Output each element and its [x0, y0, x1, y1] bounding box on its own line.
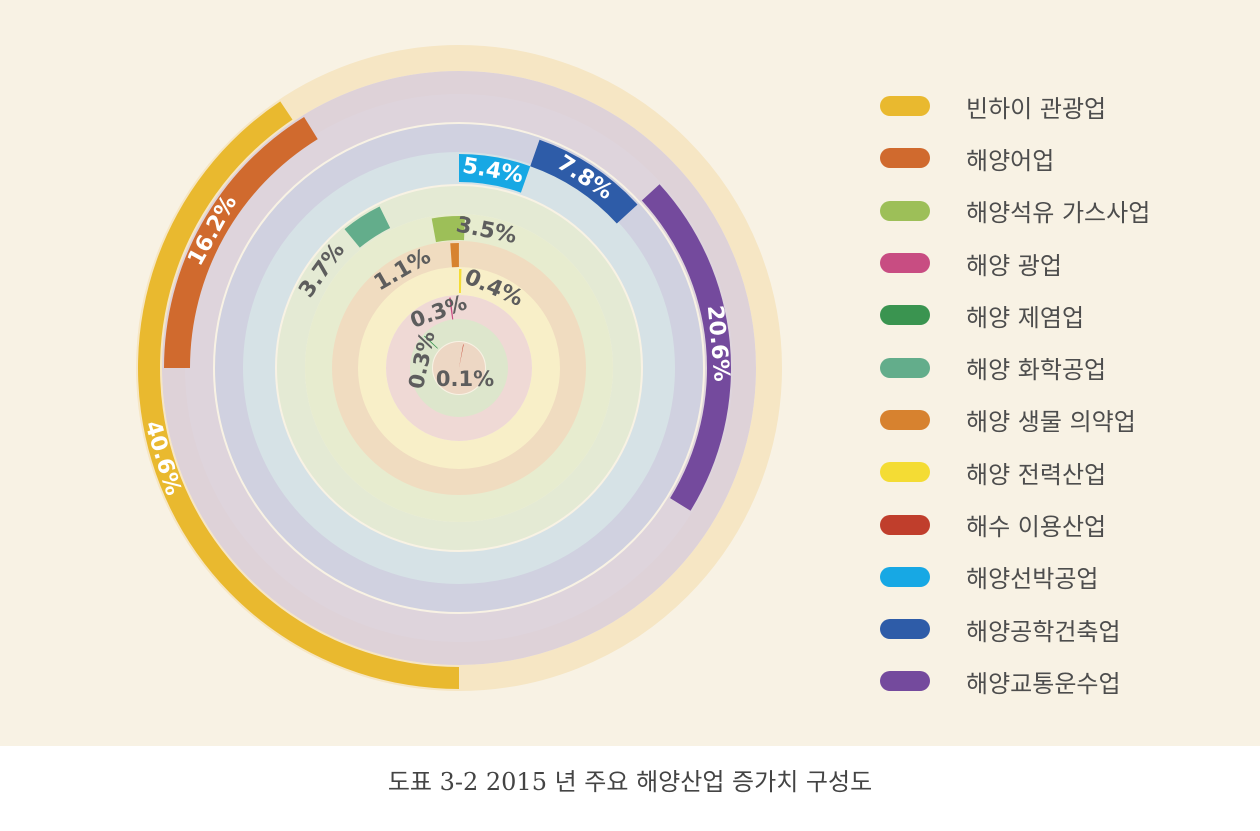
legend-swatch [880, 200, 930, 221]
data-label: 0.1% [436, 367, 494, 391]
legend-item: 해양어업 [880, 132, 1250, 184]
legend-swatch [880, 305, 930, 326]
chart-caption: 도표 3-2 2015 년 주요 해양산업 증가치 구성도 [387, 768, 873, 796]
legend-item: 빈하이 관광업 [880, 80, 1250, 132]
legend-label: 해수 이용산업 [966, 513, 1107, 542]
value-arc [344, 206, 391, 248]
legend-item: 해수 이용산업 [880, 498, 1250, 550]
value-arc [530, 139, 638, 224]
legend-item: 해양교통운수업 [880, 655, 1250, 707]
legend-swatch [880, 671, 930, 692]
legend-label: 해양공학건축업 [966, 617, 1121, 646]
value-arc [641, 184, 731, 511]
value-arc [459, 154, 531, 193]
legend-label: 해양 광업 [966, 251, 1062, 280]
legend-swatch [880, 462, 930, 483]
legend-item: 해양 광업 [880, 237, 1250, 289]
legend-label: 해양어업 [966, 146, 1055, 175]
legend-item: 해양 전력산업 [880, 446, 1250, 498]
value-arc [459, 344, 464, 368]
legend-swatch [880, 566, 930, 587]
ring-track [410, 319, 508, 417]
legend-swatch [880, 357, 930, 378]
ring-track [386, 295, 532, 441]
legend-item: 해양 제염업 [880, 289, 1250, 341]
legend-swatch [880, 514, 930, 535]
value-arc [164, 116, 318, 368]
legend-label: 해양선박공업 [966, 565, 1099, 594]
value-arc [431, 216, 465, 243]
value-arc [424, 335, 438, 349]
legend-swatch [880, 148, 930, 169]
legend-label: 해양 전력산업 [966, 460, 1107, 489]
legend-item: 해양 화학공업 [880, 341, 1250, 393]
ring-track [215, 124, 703, 612]
ring-track [332, 241, 586, 495]
legend-item: 해양공학건축업 [880, 603, 1250, 655]
ring-track [277, 186, 641, 550]
legend-swatch [880, 409, 930, 430]
legend-swatch [880, 619, 930, 640]
legend-label: 해양석유 가스사업 [966, 199, 1151, 228]
legend-swatch [880, 96, 930, 117]
value-arc [449, 297, 454, 320]
legend-label: 빈하이 관광업 [966, 94, 1107, 123]
legend-label: 해양 화학공업 [966, 356, 1107, 385]
value-arc [459, 269, 462, 294]
legend-swatch [880, 253, 930, 274]
value-arcs [138, 101, 731, 689]
legend-item: 해양선박공업 [880, 551, 1250, 603]
legend-label: 해양교통운수업 [966, 669, 1121, 698]
legend-item: 해양 생물 의약업 [880, 394, 1250, 446]
radial-chart: 40.6%16.2% 3.5%0.3%0.3%3.7% 1.1% 0.4%0.1%5.… [136, 45, 782, 691]
legend-label: 해양 생물 의약업 [966, 408, 1136, 437]
legend-item: 해양석유 가스사업 [880, 185, 1250, 237]
value-arc [450, 243, 459, 268]
legend-label: 해양 제염업 [966, 303, 1085, 332]
